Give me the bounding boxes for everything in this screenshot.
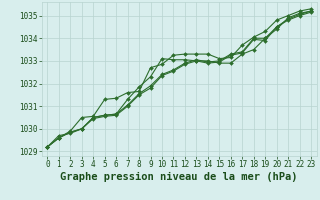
X-axis label: Graphe pression niveau de la mer (hPa): Graphe pression niveau de la mer (hPa) [60, 172, 298, 182]
